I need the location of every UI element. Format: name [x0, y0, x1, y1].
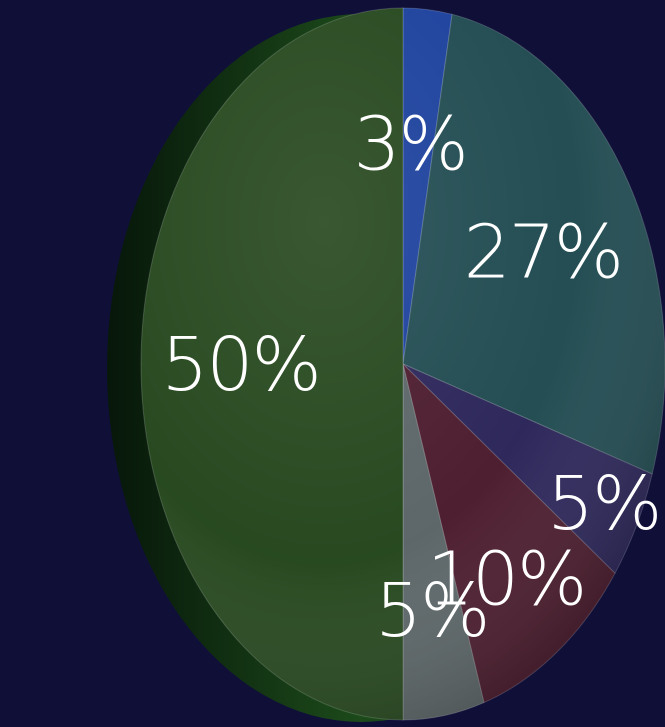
pie-labels: 3% 27% 5%10%5% 50%: [161, 101, 662, 654]
slice-label-6: 50%: [161, 322, 319, 408]
pie-gloss-overlay: [141, 8, 665, 720]
pie-gloss: [141, 8, 665, 720]
slice-label-4: 10%: [427, 537, 585, 623]
slice-label-2: 27%: [464, 210, 622, 296]
slice-label-5: 5%: [375, 568, 488, 654]
slice-label-1: 3%: [353, 101, 466, 187]
slice-label-3: 5%: [547, 461, 660, 547]
